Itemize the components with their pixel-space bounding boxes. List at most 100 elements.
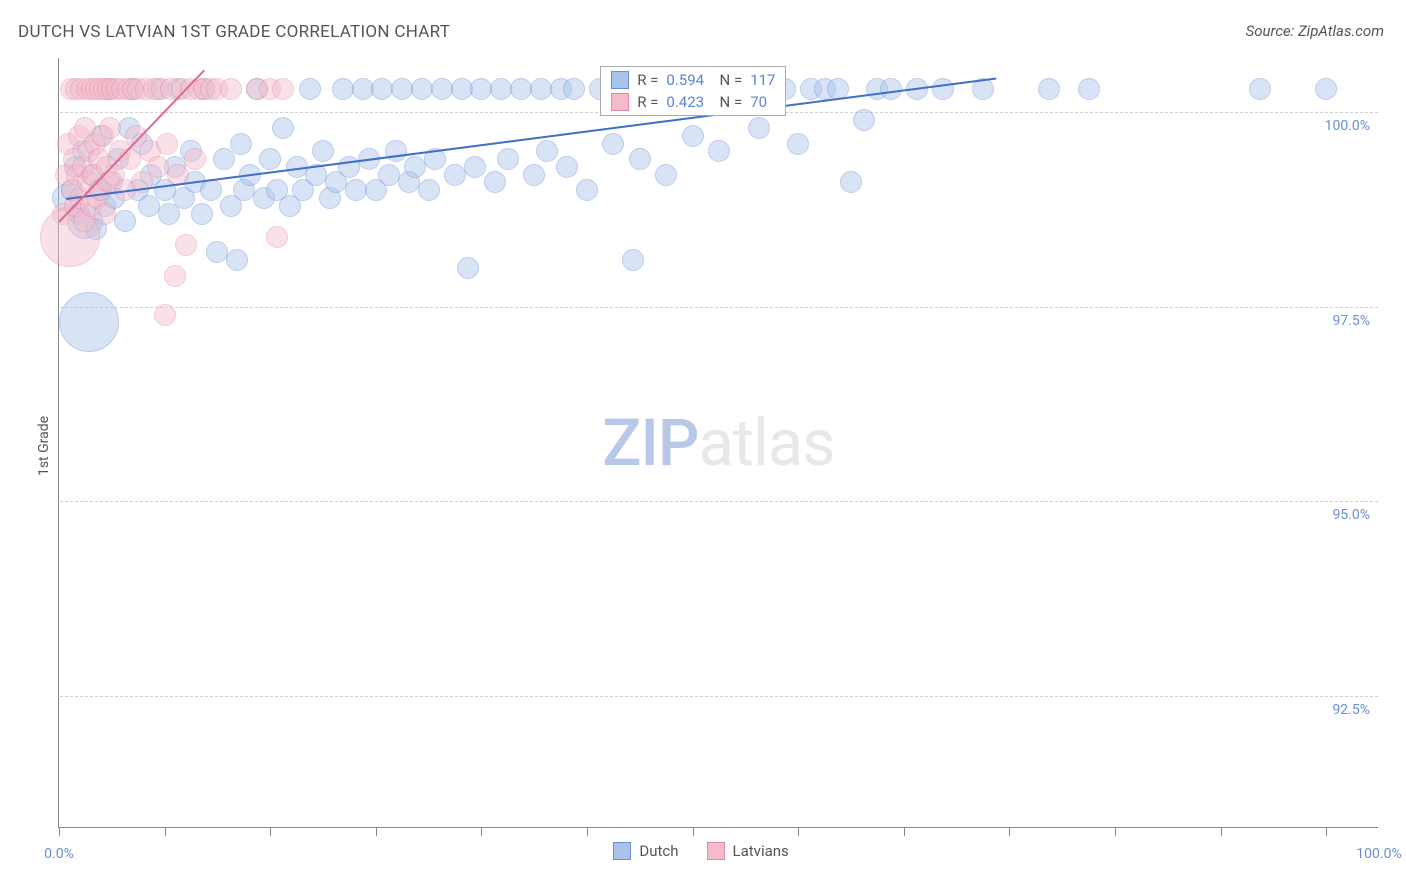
data-point — [787, 133, 809, 155]
data-point — [220, 78, 242, 100]
data-point — [497, 148, 519, 170]
y-tick-label: 100.0% — [1325, 118, 1370, 134]
data-point — [299, 78, 321, 100]
data-point — [119, 148, 141, 170]
legend-n-value: 70 — [750, 93, 767, 111]
data-point — [345, 179, 367, 201]
data-point — [156, 133, 178, 155]
legend-n-label: N = — [712, 93, 742, 111]
data-point — [602, 133, 624, 155]
data-point — [332, 78, 354, 100]
data-point — [418, 179, 440, 201]
data-point — [200, 179, 222, 201]
data-point — [629, 148, 651, 170]
legend-swatch — [707, 842, 725, 860]
chart-title: DUTCH VS LATVIAN 1ST GRADE CORRELATION C… — [18, 22, 450, 42]
data-point — [378, 164, 400, 186]
data-point — [184, 148, 206, 170]
data-point — [431, 78, 453, 100]
series-legend-item: Dutch — [613, 842, 678, 860]
data-point — [114, 210, 136, 232]
data-point — [444, 164, 466, 186]
x-tick-mark — [165, 828, 166, 836]
data-point — [391, 78, 413, 100]
data-point — [154, 304, 176, 326]
data-point — [206, 241, 228, 263]
data-point — [213, 148, 235, 170]
data-point — [164, 265, 186, 287]
data-point — [484, 171, 506, 193]
legend-r-value: 0.594 — [666, 71, 704, 89]
data-point — [682, 125, 704, 147]
data-point — [99, 117, 121, 139]
gridline — [60, 307, 1378, 308]
data-point — [510, 78, 532, 100]
legend-n-value: 117 — [750, 71, 775, 89]
y-tick-label: 97.5% — [1332, 313, 1370, 329]
data-point — [1078, 78, 1100, 100]
plot-area: ZIPatlas 92.5%95.0%97.5%100.0%0.0%100.0%… — [58, 58, 1378, 828]
data-point — [352, 78, 374, 100]
data-point — [932, 78, 954, 100]
data-point — [371, 78, 393, 100]
data-point — [147, 156, 169, 178]
data-point — [266, 226, 288, 248]
x-tick-label: 0.0% — [44, 846, 74, 862]
data-point — [563, 78, 585, 100]
series-legend-item: Latvians — [707, 842, 789, 860]
correlation-legend-row: R = 0.423 N = 70 — [601, 91, 785, 113]
data-point — [457, 257, 479, 279]
data-point — [464, 156, 486, 178]
x-tick-mark — [1115, 828, 1116, 836]
data-point — [536, 140, 558, 162]
y-tick-label: 95.0% — [1332, 507, 1370, 523]
data-point — [230, 133, 252, 155]
data-point — [272, 117, 294, 139]
x-tick-label: 100.0% — [1356, 846, 1401, 862]
data-point — [530, 78, 552, 100]
data-point — [840, 171, 862, 193]
legend-n-label: N = — [712, 71, 742, 89]
x-tick-mark — [1221, 828, 1222, 836]
legend-r-label: R = — [637, 71, 658, 89]
series-legend: Dutch Latvians — [613, 842, 788, 860]
data-point — [312, 140, 334, 162]
data-point — [385, 140, 407, 162]
data-point — [226, 249, 248, 271]
data-point — [411, 78, 433, 100]
data-point — [59, 292, 119, 352]
data-point — [708, 140, 730, 162]
data-point — [622, 249, 644, 271]
data-point — [556, 156, 578, 178]
data-point — [94, 203, 116, 225]
data-point — [490, 78, 512, 100]
watermark-atlas: atlas — [698, 405, 834, 481]
data-point — [576, 179, 598, 201]
chart-container: DUTCH VS LATVIAN 1ST GRADE CORRELATION C… — [0, 0, 1406, 892]
correlation-legend: R = 0.594 N = 117R = 0.423 N = 70 — [600, 66, 786, 116]
watermark: ZIPatlas — [602, 405, 834, 481]
legend-swatch — [613, 842, 631, 860]
series-legend-label: Dutch — [639, 842, 678, 860]
legend-swatch — [611, 93, 629, 111]
x-tick-mark — [693, 828, 694, 836]
data-point — [191, 203, 213, 225]
x-tick-mark — [481, 828, 482, 836]
data-point — [259, 148, 281, 170]
y-axis-label: 1st Grade — [36, 416, 52, 476]
gridline — [60, 501, 1378, 502]
watermark-zip: ZIP — [602, 405, 698, 481]
x-tick-mark — [1326, 828, 1327, 836]
data-point — [470, 78, 492, 100]
data-point — [404, 156, 426, 178]
correlation-legend-row: R = 0.594 N = 117 — [601, 69, 785, 91]
data-point — [523, 164, 545, 186]
x-tick-mark — [1009, 828, 1010, 836]
data-point — [1315, 78, 1337, 100]
data-point — [175, 234, 197, 256]
x-tick-mark — [587, 828, 588, 836]
gridline — [60, 696, 1378, 697]
x-tick-mark — [270, 828, 271, 836]
x-tick-mark — [904, 828, 905, 836]
x-tick-mark — [59, 828, 60, 836]
